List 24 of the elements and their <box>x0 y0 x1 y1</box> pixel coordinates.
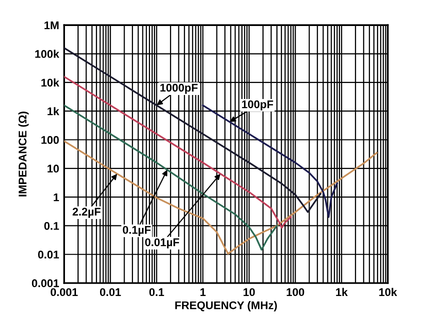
x-axis-title: FREQUENCY (MHz) <box>175 301 277 312</box>
y-tick-label: 1k <box>48 107 60 116</box>
annotation: 0.1µF <box>122 226 151 236</box>
y-tick-label: 0.01 <box>38 250 59 259</box>
y-tick-label: 0.1 <box>44 222 59 230</box>
y-tick-label: 100 <box>41 136 59 144</box>
annotation: 1000pF <box>160 84 198 94</box>
x-tick-label: 1 <box>200 288 206 296</box>
annotation: 100pF <box>242 100 274 110</box>
y-tick-label: 1M <box>44 22 59 30</box>
x-tick-label: 1k <box>336 288 348 296</box>
x-tick-label: 10k <box>379 288 398 296</box>
x-tick-label: 0.1 <box>149 288 164 296</box>
y-tick-label: 100k <box>35 50 60 58</box>
y-tick-label: 0.001 <box>32 279 59 288</box>
y-tick-label: 10k <box>41 78 60 87</box>
y-tick-label: 1 <box>54 193 59 202</box>
annotation: 0.01µF <box>145 238 180 248</box>
x-tick-label: 10 <box>244 288 255 296</box>
annotation: 2.2µF <box>72 208 100 218</box>
x-tick-label: 100 <box>286 288 304 296</box>
y-tick-label: 10 <box>48 164 59 173</box>
y-axis-title: IMPEDANCE (Ω) <box>18 112 29 196</box>
x-tick-label: 0.01 <box>100 288 121 296</box>
